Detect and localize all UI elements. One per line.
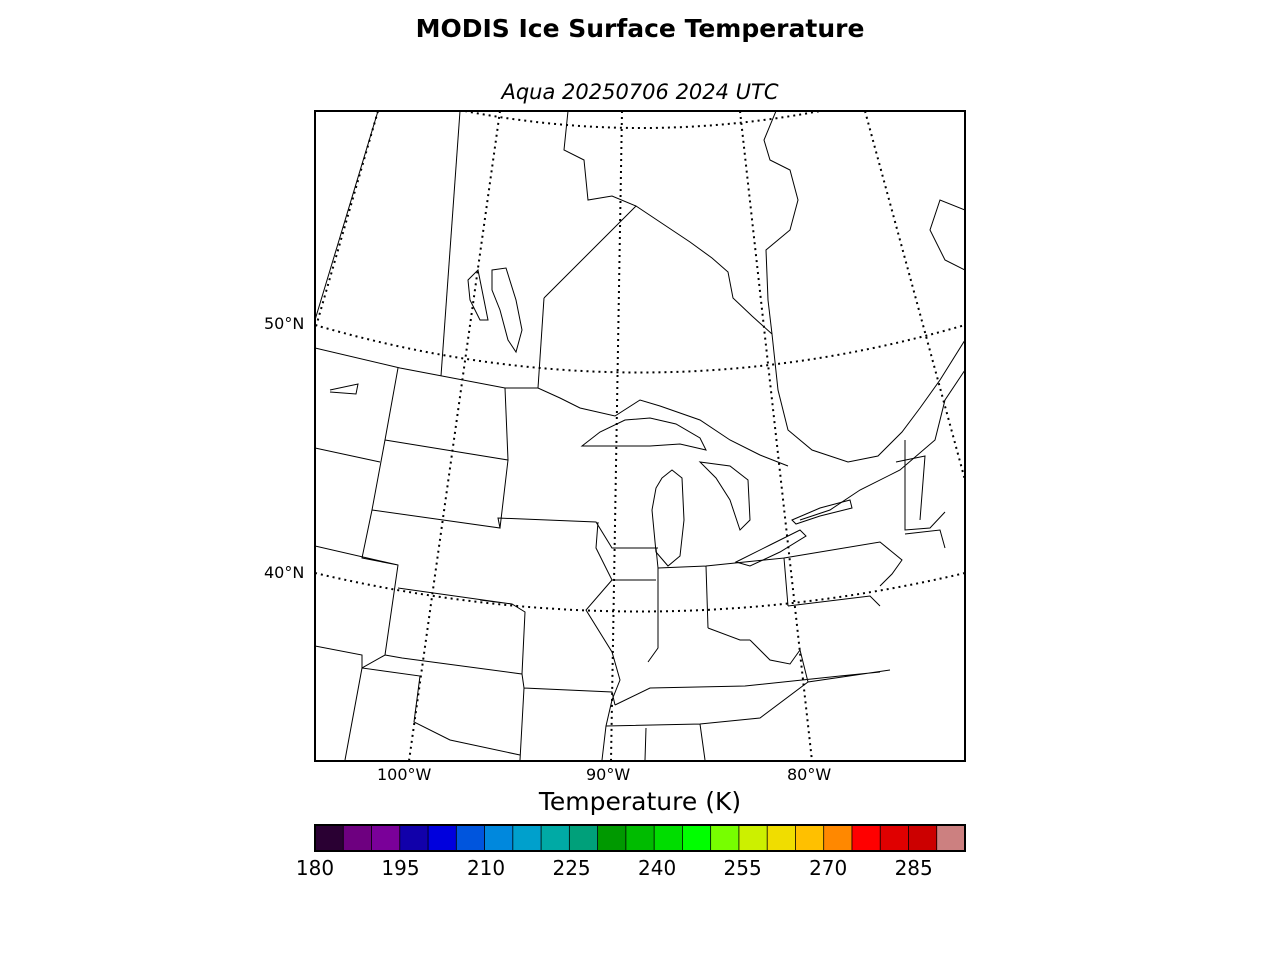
graticule-lon-80: [739, 111, 813, 761]
graticule-lon-110: [315, 111, 379, 331]
lake-huron: [698, 461, 751, 531]
us-canada-border: [315, 347, 789, 467]
colorbar-tick-label: 270: [809, 856, 848, 880]
chart-subtitle: Aqua 20250706 2024 UTC: [501, 80, 779, 104]
alberta-saskatchewan-border: [315, 111, 379, 321]
manitoba-ontario-lower: [537, 297, 545, 389]
lake-erie: [734, 529, 807, 567]
colorbar-tick-label: 285: [894, 856, 933, 880]
lon-label-100: 100°W: [377, 765, 432, 784]
lake-michigan: [651, 469, 685, 567]
james-bay-coast: [771, 333, 965, 463]
graticule-lon-70: [864, 111, 965, 481]
map-frame: [314, 110, 966, 762]
colorbar-tick-label: 240: [638, 856, 677, 880]
lat-label-50: 50°N: [264, 314, 305, 333]
graticule-lon-90: [610, 111, 623, 761]
hudson-bay-coast: [563, 111, 799, 335]
graticule-lat-50: [315, 324, 965, 374]
lon-label-90: 90°W: [586, 765, 631, 784]
lake-winnipeg: [491, 267, 523, 354]
chart-title: MODIS Ice Surface Temperature: [415, 14, 865, 43]
eastern-coast: [929, 199, 965, 271]
saskatchewan-manitoba-border: [440, 111, 461, 377]
colorbar-tick-label: 210: [466, 856, 506, 880]
colorbar-tick-label: 180: [295, 856, 335, 880]
graticule-lat-40: [315, 572, 965, 613]
colorbar-label: Temperature (K): [538, 787, 742, 816]
state-lines: [315, 367, 946, 761]
lake-winnipegosis: [467, 268, 489, 321]
lake-superior: [580, 417, 707, 451]
lake-athabasca: [329, 383, 359, 395]
graticule-lon-100: [408, 111, 501, 761]
lat-label-40: 40°N: [264, 563, 305, 582]
colorbar-tick-label: 195: [381, 856, 420, 880]
graticule-lat-60: [464, 111, 821, 129]
st-lawrence: [799, 369, 965, 521]
canada-boundary-manitoba-ontario: [543, 205, 773, 335]
colorbar-tick-label: 255: [723, 856, 762, 880]
lake-ontario: [791, 499, 853, 525]
colorbar-tick-label: 225: [552, 856, 591, 880]
lon-label-80: 80°W: [787, 765, 832, 784]
